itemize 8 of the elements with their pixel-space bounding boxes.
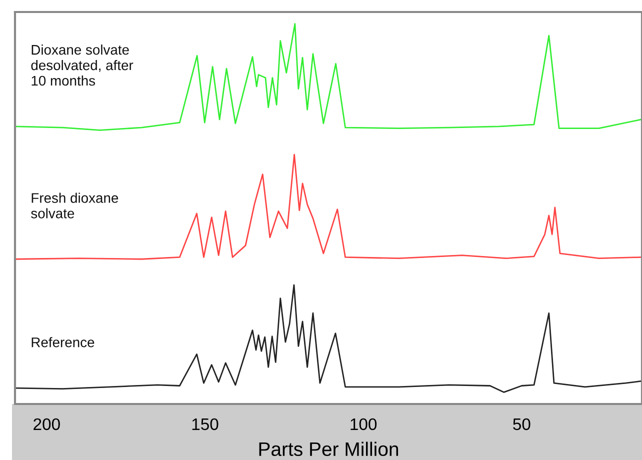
text: Fresh dioxane solvate [31, 192, 118, 218]
x-tick-label: 150 [192, 418, 218, 430]
x-tick-label: 50 [513, 418, 530, 430]
text: Reference [32, 337, 94, 348]
x-tick-label: 200 [34, 418, 60, 430]
text: Dioxane solvate desolvated, after 10 months [31, 44, 134, 86]
x-tick-label: 100 [350, 418, 377, 430]
x-axis-title: Parts Per Million [259, 442, 398, 456]
